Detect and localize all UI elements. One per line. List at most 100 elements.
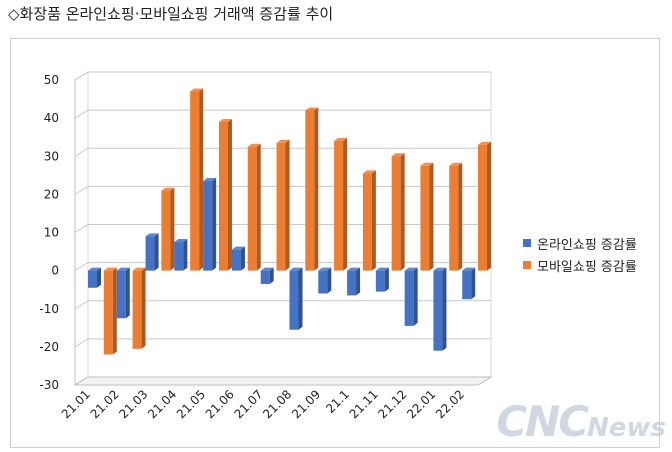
y-tick-label: 40 <box>44 111 59 125</box>
bar-top <box>449 162 463 166</box>
bar-side <box>371 170 376 271</box>
bar-top <box>218 118 232 122</box>
page-title: ◇화장품 온라인쇼핑·모바일쇼핑 거래액 증감률 추이 <box>8 5 334 23</box>
bar-side <box>269 267 274 284</box>
bar-front <box>433 270 443 351</box>
bar-top <box>391 153 405 157</box>
bar-online <box>203 178 217 271</box>
x-tick-label: 21.04 <box>145 387 179 421</box>
bar-side <box>227 118 232 271</box>
x-tick-label: 21.11 <box>347 387 381 421</box>
bar-side <box>314 107 319 271</box>
bar-online <box>404 267 418 326</box>
bar-front <box>334 141 344 271</box>
chart-legend: 온라인쇼핑 증감률 모바일쇼핑 증감률 <box>523 232 637 276</box>
bar-top <box>433 267 447 271</box>
bar-front <box>420 165 430 271</box>
bar-front <box>478 144 488 271</box>
bar-top <box>88 267 101 271</box>
legend-swatch-mobile <box>523 261 531 269</box>
bar-side <box>212 178 217 271</box>
x-tick-label: 22.02 <box>433 387 467 421</box>
gridline <box>74 224 491 233</box>
bar-mobile <box>161 187 175 271</box>
bar-online <box>145 233 159 271</box>
y-tick-label: -10 <box>39 302 59 316</box>
bar-mobile <box>478 141 492 271</box>
bar-top <box>420 162 434 166</box>
bar-front <box>231 249 241 271</box>
bar-front <box>161 190 171 271</box>
bar-mobile <box>190 88 204 271</box>
bar-side <box>112 267 117 355</box>
bar-online <box>375 267 389 292</box>
bar-side <box>285 139 290 271</box>
bar-top <box>462 267 476 271</box>
y-tick-label: 30 <box>44 149 59 163</box>
bar-online <box>462 267 476 300</box>
bar-front <box>132 270 142 349</box>
bar-online <box>88 267 101 288</box>
bar-mobile <box>305 107 319 271</box>
bar-top <box>161 187 175 191</box>
bar-top <box>260 267 274 271</box>
bar-side <box>442 267 447 351</box>
bar-top <box>174 239 188 243</box>
y-tick-label: -30 <box>39 378 59 392</box>
bar-side <box>256 143 261 271</box>
bar-side <box>125 267 130 319</box>
bar-side <box>183 239 188 271</box>
bar-top <box>231 246 245 250</box>
bar-front <box>103 270 113 355</box>
bar-mobile <box>276 139 290 271</box>
bar-front <box>218 121 228 271</box>
bar-front <box>116 270 126 319</box>
bar-mobile <box>362 170 376 271</box>
bar-side <box>141 267 146 349</box>
bar-side <box>413 267 418 326</box>
bar-front <box>174 242 184 271</box>
bar-top <box>375 267 389 271</box>
y-tick-label: 10 <box>44 226 59 240</box>
bar-top <box>247 143 261 147</box>
bar-online <box>318 267 332 294</box>
bar-front <box>289 270 299 330</box>
bar-front <box>462 270 472 300</box>
bar-front <box>88 270 97 288</box>
x-tick-label: 21.12 <box>375 387 409 421</box>
bar-front <box>362 173 372 271</box>
y-tick-label: -20 <box>39 340 59 354</box>
bar-front <box>203 181 213 271</box>
bar-side <box>471 267 476 300</box>
x-tick-label: 21.02 <box>88 387 122 421</box>
bar-front <box>276 142 286 271</box>
bar-side <box>170 187 175 271</box>
bar-mobile <box>420 162 434 271</box>
bar-front <box>305 110 315 271</box>
bar-front <box>318 270 328 294</box>
bar-top <box>203 178 217 182</box>
bar-front <box>375 270 385 292</box>
bar-online <box>116 267 130 319</box>
gridline <box>74 300 491 310</box>
bar-front <box>347 270 357 296</box>
bar-front <box>449 165 459 271</box>
bar-top <box>318 267 332 271</box>
gridline <box>74 71 491 81</box>
y-tick-label: 50 <box>44 73 59 87</box>
bar-mobile <box>218 118 232 271</box>
bar-front <box>260 270 270 284</box>
gridline <box>74 185 491 195</box>
watermark-logo: CNCNews <box>496 397 666 446</box>
bar-top <box>334 138 348 141</box>
plot-floor <box>73 376 493 386</box>
bar-top <box>362 170 376 174</box>
bar-side <box>356 267 361 296</box>
bar-mobile <box>334 138 348 271</box>
bar-online <box>260 267 274 284</box>
bar-top <box>404 267 418 271</box>
x-tick-label: 21.03 <box>116 387 150 421</box>
bar-side <box>240 246 245 271</box>
bar-online <box>174 239 188 271</box>
bar-online <box>231 246 245 271</box>
